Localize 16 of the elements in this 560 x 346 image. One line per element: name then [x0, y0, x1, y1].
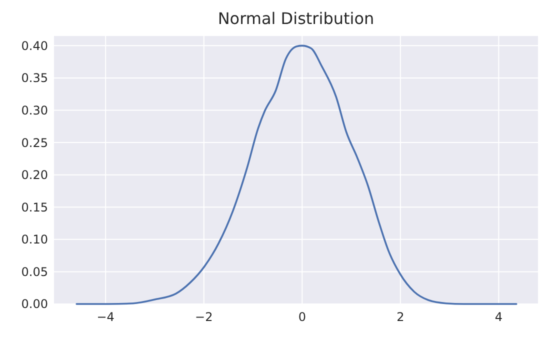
y-tick-label: 0.20	[21, 168, 48, 182]
y-tick-label: 0.00	[21, 297, 48, 312]
y-tick-label: 0.05	[21, 264, 48, 279]
x-tick-label: −4	[96, 310, 114, 324]
x-tick-label: 2	[396, 310, 404, 324]
chart-title: Normal Distribution	[218, 9, 374, 28]
x-tick-label: 0	[298, 310, 306, 324]
y-tick-label: 0.15	[21, 200, 48, 214]
x-tick-label: −2	[195, 310, 213, 324]
y-tick-label: 0.30	[21, 103, 48, 118]
line-series	[76, 44, 518, 305]
y-tick-label: 0.35	[21, 71, 48, 86]
y-tick-label: 0.10	[21, 232, 48, 247]
y-tick-label: 0.40	[21, 38, 48, 53]
y-tick-label: 0.25	[21, 136, 48, 150]
x-tick-label: 4	[494, 310, 503, 324]
